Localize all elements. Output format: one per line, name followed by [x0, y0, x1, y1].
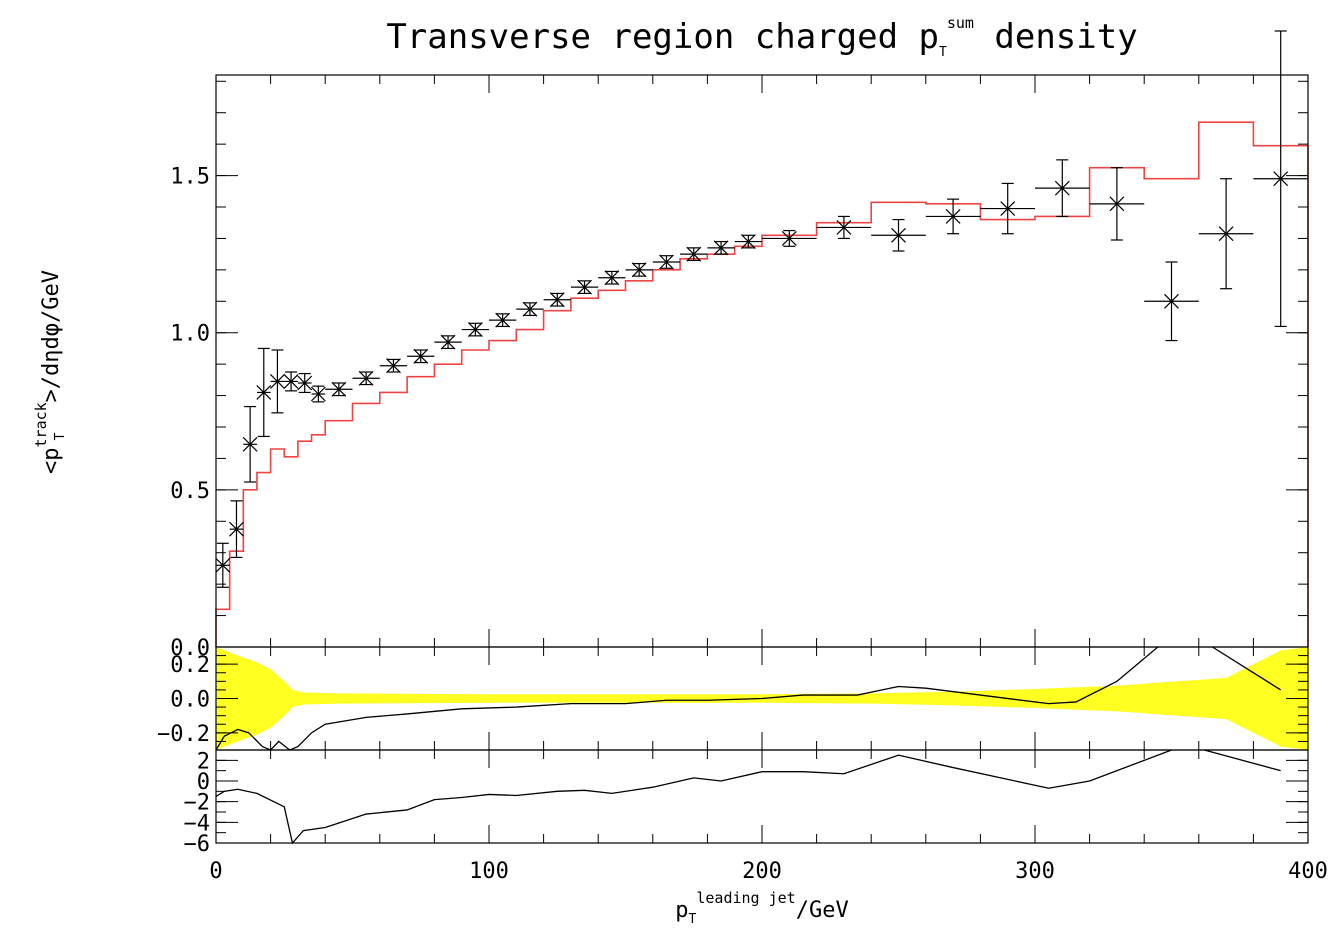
data-point [1089, 167, 1145, 241]
x-axis-label: pTleading jet/GeV [675, 889, 848, 927]
marker [386, 358, 401, 374]
data-point [1253, 30, 1308, 328]
deviation-line-segment [1204, 749, 1281, 772]
ratio-line-segment [1212, 646, 1282, 691]
deviation-panel: −6−4−202 [184, 749, 1309, 857]
data-point [543, 292, 571, 308]
marker [604, 270, 620, 286]
marker [1218, 226, 1234, 242]
data-point [652, 254, 681, 270]
data-point [242, 405, 258, 483]
deviation-y-tick-label: 2 [197, 749, 210, 774]
marker [440, 334, 456, 350]
x-tick-label: 300 [1015, 859, 1055, 884]
deviation-y-tick-label: −6 [184, 832, 211, 857]
marker [577, 279, 592, 295]
marker [631, 262, 647, 278]
data-point [1198, 178, 1254, 290]
marker [713, 240, 729, 256]
marker [256, 385, 272, 400]
data-point [297, 372, 313, 394]
data-point [407, 348, 435, 364]
data-point [325, 381, 353, 397]
ratio-y-tick-label: 0.2 [170, 653, 210, 678]
data-point [598, 270, 626, 286]
marker [215, 557, 231, 573]
marker [283, 374, 299, 389]
marker [1273, 171, 1289, 187]
deviation-line [215, 749, 1172, 845]
data-point [625, 262, 653, 278]
marker [836, 220, 852, 235]
marker [945, 209, 961, 224]
data-point [256, 347, 272, 438]
marker [549, 292, 565, 308]
main-y-tick-label: 0.0 [170, 636, 210, 661]
x-tick-label: 400 [1288, 859, 1328, 884]
deviation-y-tick-label: −4 [184, 811, 211, 836]
ratio-y-tick-label: 0.0 [170, 688, 210, 713]
marker [522, 301, 538, 317]
marker [310, 386, 326, 402]
data-point [434, 334, 462, 350]
data-point [229, 500, 244, 559]
data-point [570, 279, 599, 295]
marker [467, 322, 483, 337]
data-point [215, 542, 231, 588]
data-point [1035, 159, 1090, 218]
data-point [489, 312, 517, 328]
data-point [1144, 261, 1199, 342]
marker [740, 234, 756, 249]
data-point [461, 322, 489, 337]
data-point [707, 240, 735, 256]
marker [1164, 293, 1179, 309]
deviation-y-tick-label: −2 [184, 791, 211, 816]
main-panel: 0.0 0.5 1.0 1.5 [170, 30, 1309, 661]
marker [413, 348, 429, 364]
marker [891, 227, 906, 243]
main-y-tick-label: 0.5 [170, 479, 210, 504]
main-frame [215, 74, 1309, 648]
marker [1054, 180, 1070, 196]
marker [686, 246, 702, 262]
marker [229, 521, 244, 537]
data-point [379, 358, 408, 374]
marker [331, 381, 347, 397]
marker [270, 374, 285, 389]
data-point [516, 301, 544, 317]
data-point [762, 229, 817, 247]
marker [495, 312, 511, 328]
data-point [680, 246, 708, 262]
marker [659, 254, 674, 270]
ratio-y-tick-label: −0.2 [157, 722, 210, 747]
x-tick-labels: 0 100 200 300 400 [209, 859, 1328, 884]
data-point [925, 198, 981, 235]
marker [1109, 196, 1125, 212]
marker [242, 436, 258, 452]
data-point [310, 385, 326, 403]
marker [297, 375, 313, 391]
data-point [734, 234, 762, 249]
marker [781, 231, 797, 246]
data-point [283, 371, 299, 392]
deviation-y-tick-label: 0 [197, 770, 210, 795]
y-axis-label: <ptrack T>/dηdφ/GeV [32, 270, 68, 474]
x-tick-label: 200 [742, 859, 782, 884]
mc-histogram [215, 121, 1309, 647]
ratio-panel: −0.2 0.0 0.2 [157, 646, 1309, 751]
data-point [871, 218, 926, 252]
x-tick-label: 100 [469, 859, 509, 884]
main-y-tick-label: 1.5 [170, 165, 210, 190]
marker [358, 370, 374, 386]
x-tick-label: 0 [209, 859, 222, 884]
data-point [352, 370, 380, 386]
data-point [816, 215, 872, 240]
marker [1000, 201, 1016, 216]
data-point [270, 349, 285, 414]
ratio-line [215, 646, 1159, 751]
data-point [980, 182, 1035, 235]
chart-title: Transverse region charged pTsum density [386, 14, 1137, 60]
main-y-tick-label: 1.0 [170, 322, 210, 347]
